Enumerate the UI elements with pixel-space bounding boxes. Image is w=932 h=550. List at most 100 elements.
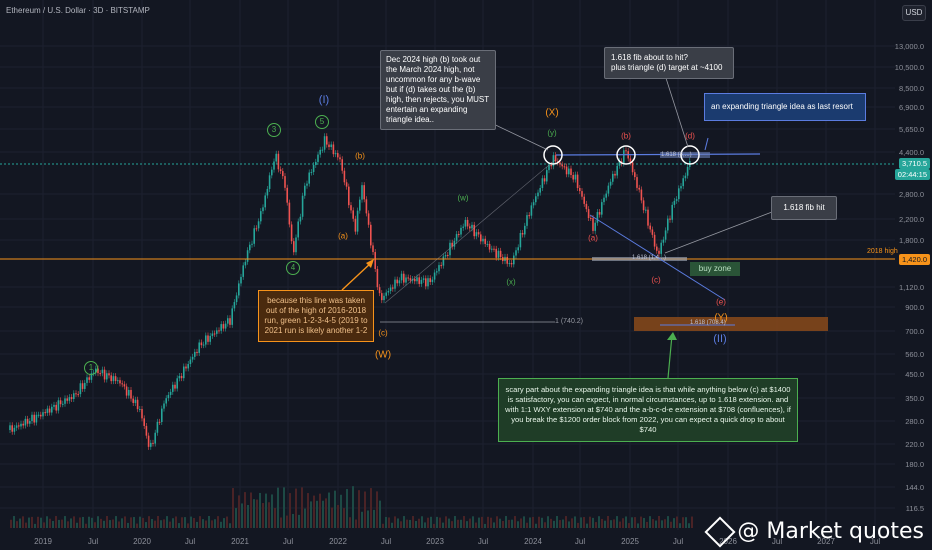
fib-1618-mid-label: 1.618 (1,4...): [632, 255, 667, 261]
volume-bar: [286, 515, 288, 528]
candle-body: [572, 175, 574, 180]
symbol-title[interactable]: Ethereum / U.S. Dollar · 3D · BITSTAMP: [6, 6, 150, 15]
candle-body: [442, 256, 445, 266]
volume-bar: [100, 518, 102, 528]
time-tick-label: Jul: [380, 537, 392, 546]
volume-bar: [676, 516, 678, 528]
candle-body: [473, 224, 475, 237]
volume-bar: [589, 516, 591, 528]
candle-body: [656, 246, 658, 251]
volume-bar: [532, 516, 534, 528]
candle-body: [90, 373, 93, 380]
volume-bar: [112, 519, 114, 528]
candle-body: [493, 248, 495, 250]
volume-bar: [604, 520, 606, 528]
volume-bar: [28, 517, 30, 528]
volume-bar: [172, 518, 174, 528]
volume-bar: [61, 519, 63, 528]
candle-body: [579, 187, 581, 192]
candle-body: [31, 414, 33, 422]
candle-body: [684, 175, 687, 179]
candle-body: [15, 425, 18, 428]
note-line-taken[interactable]: because this line was taken out of the h…: [258, 290, 374, 342]
candle-body: [636, 177, 638, 188]
candle-body: [345, 182, 348, 187]
candle-body: [466, 219, 469, 227]
candle-body: [559, 162, 561, 165]
volume-bar: [40, 517, 42, 528]
candle-body: [543, 178, 546, 182]
fib-708-zone: [634, 317, 828, 331]
volume-bar: [325, 498, 327, 528]
wave-circle-1: 1: [84, 361, 98, 375]
candle-body: [99, 373, 101, 375]
volume-bar: [319, 493, 321, 528]
price-tag-1420: 1,420.0: [898, 254, 930, 265]
note-expanding[interactable]: an expanding triangle idea as last resor…: [704, 93, 866, 121]
volume-bar: [379, 500, 381, 528]
wave-b-red: (b): [621, 131, 631, 141]
candle-body: [312, 164, 315, 173]
candle-body: [75, 393, 77, 395]
arrow-scary: [667, 334, 673, 379]
price-tick-label: 13,000.0: [894, 42, 924, 51]
volume-bar: [367, 510, 369, 528]
candle-body: [651, 229, 654, 235]
volume-bar: [499, 518, 501, 528]
candle-body: [429, 278, 431, 283]
candle-body: [117, 380, 119, 382]
wave-Y: (Y): [714, 312, 728, 324]
candle-body: [339, 157, 341, 160]
note-scary[interactable]: scary part about the expanding triangle …: [498, 378, 798, 442]
candle-body: [645, 209, 647, 211]
candle-body: [427, 278, 429, 287]
candle-body: [601, 202, 603, 215]
candle-body: [255, 228, 258, 230]
note-fib-hit[interactable]: 1.618 fib hit: [771, 196, 837, 220]
volume-bar: [607, 516, 609, 528]
fib-1618-top-band: [660, 152, 710, 158]
volume-bar: [586, 523, 588, 528]
note-dec2024[interactable]: Dec 2024 high (b) took out the March 202…: [380, 50, 496, 130]
volume-bar: [553, 520, 555, 528]
candle-body: [594, 222, 596, 231]
candle-body: [141, 409, 143, 419]
volume-bar: [31, 516, 33, 528]
candle-body: [266, 188, 269, 196]
volume-bar: [43, 522, 45, 528]
callout-line-expanding: [704, 137, 709, 151]
time-tick-label: Jul: [672, 537, 684, 546]
candle-body: [273, 161, 275, 170]
arrow-head-scary: [667, 332, 677, 340]
binance-logo-icon: [704, 515, 736, 548]
volume-bar: [454, 516, 456, 528]
candle-body: [629, 158, 632, 163]
volume-bar: [487, 516, 489, 528]
volume-bar: [592, 517, 594, 528]
candle-body: [614, 173, 616, 176]
candle-body: [198, 342, 200, 353]
candle-body: [541, 178, 544, 189]
volume-bar: [289, 493, 291, 528]
note-fib-about[interactable]: 1.618 fib about to hit? plus triangle (d…: [604, 47, 734, 79]
candle-body: [469, 226, 471, 229]
currency-button[interactable]: USD: [902, 5, 926, 21]
volume-bar: [616, 516, 618, 528]
candle-body: [194, 351, 196, 357]
volume-bar: [181, 517, 183, 528]
volume-bar: [250, 492, 252, 528]
candle-body: [678, 188, 680, 200]
candle-body: [42, 412, 44, 417]
candle-body: [381, 293, 383, 301]
candle-body: [440, 265, 442, 267]
volume-bar: [49, 518, 51, 528]
volume-bar: [331, 507, 333, 528]
candle-body: [524, 225, 526, 235]
candle-body: [119, 380, 121, 384]
volume-bar: [505, 516, 507, 528]
volume-bar: [199, 516, 201, 528]
candle-body: [218, 330, 220, 332]
candle-body: [53, 404, 55, 407]
volume-bar: [388, 517, 390, 528]
